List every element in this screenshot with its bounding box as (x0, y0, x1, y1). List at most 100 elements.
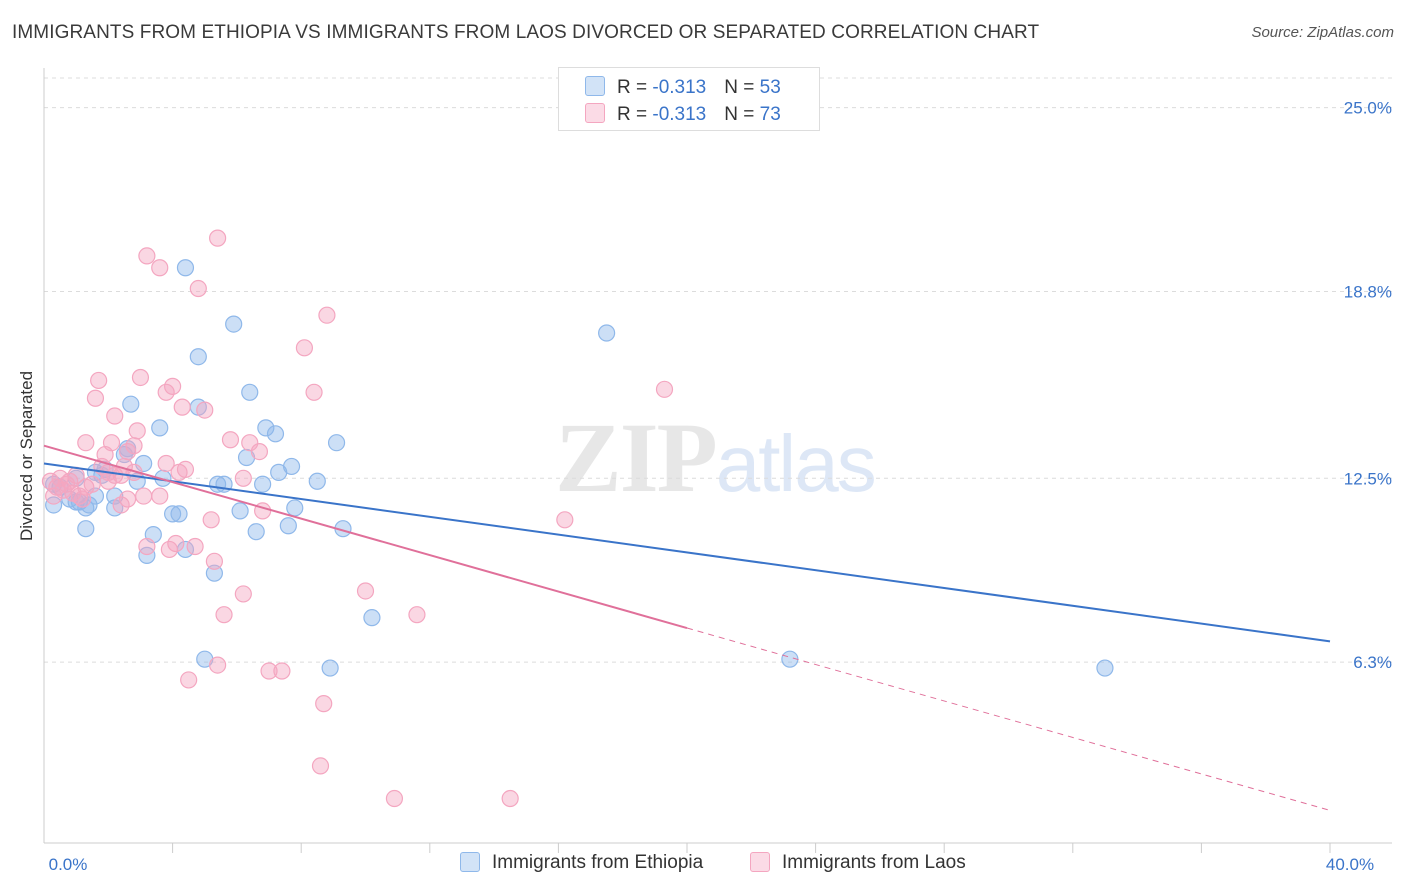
x-tick-label: 0.0% (49, 855, 88, 874)
laos-point (167, 534, 185, 553)
laos-point (102, 434, 121, 452)
laos-point (189, 279, 207, 298)
watermark-atlas: atlas (715, 419, 877, 508)
laos-point (250, 443, 269, 461)
chart-source: Source: ZipAtlas.com (1251, 24, 1394, 41)
laos-point (295, 339, 314, 357)
ethiopia-point (151, 419, 169, 437)
laos-point (157, 454, 175, 473)
laos-point (90, 371, 108, 390)
legend-swatch-ethiopia (585, 76, 605, 96)
y-tick-label: 12.5% (1344, 469, 1392, 488)
laos-point (273, 662, 291, 680)
ethiopia-point (189, 348, 207, 366)
laos-point (106, 407, 124, 425)
laos-point (138, 247, 156, 265)
ethiopia-point (106, 487, 124, 505)
ethiopia-point (363, 609, 381, 627)
laos-point (209, 229, 227, 247)
laos-point (112, 496, 130, 514)
laos-point (125, 437, 143, 455)
ethiopia-point (164, 505, 182, 523)
ethiopia-point (231, 502, 249, 520)
laos-point (305, 383, 323, 401)
laos-point (118, 490, 137, 508)
legend-r-label: R = (617, 104, 653, 125)
laos-point (164, 377, 182, 395)
bottom-legend-laos: Immigrants from Laos (750, 852, 966, 874)
laos-point (408, 606, 426, 624)
laos-point (196, 401, 214, 419)
ethiopia-point (308, 472, 326, 490)
laos-point (385, 789, 404, 808)
ethiopia-point (1096, 659, 1114, 677)
laos-point (138, 537, 156, 556)
laos-point (221, 431, 240, 449)
correlation-legend: R = -0.313 N = 53 R = -0.313 N = 73 (558, 67, 820, 131)
ethiopia-point (286, 499, 304, 517)
ethiopia-point (176, 259, 195, 277)
laos-point (356, 582, 375, 600)
laos-point (160, 540, 178, 559)
laos-point (215, 606, 233, 624)
x-tick-label: 40.0% (1326, 855, 1374, 874)
watermark: ZIPatlas (555, 400, 877, 515)
laos-point (260, 662, 278, 680)
laos-point (186, 537, 204, 556)
laos-point (83, 475, 101, 493)
laos-point (151, 487, 169, 505)
bottom-legend-swatch-ethiopia (460, 852, 480, 872)
chart-title: IMMIGRANTS FROM ETHIOPIA VS IMMIGRANTS F… (12, 22, 1040, 43)
laos-point (234, 469, 252, 487)
y-tick-label: 6.3% (1353, 653, 1392, 672)
ethiopia-point (282, 457, 301, 476)
ethiopia-point (138, 546, 156, 564)
legend-row-laos: R = -0.313 N = 73 (585, 103, 781, 126)
laos-point (501, 789, 519, 808)
laos-point (556, 511, 574, 529)
legend-n-value: 53 (759, 77, 781, 98)
laos-point (234, 585, 252, 603)
laos-point (205, 552, 223, 570)
laos-trend-line (43, 444, 688, 629)
laos-point (131, 368, 150, 387)
laos-point (202, 511, 220, 529)
legend-r-value: -0.313 (652, 77, 707, 98)
laos-point (128, 422, 146, 440)
laos-point (118, 443, 137, 461)
laos-trend-line-dashed (686, 627, 1331, 811)
ethiopia-point (225, 315, 243, 333)
laos-point (70, 487, 88, 505)
laos-point (86, 389, 105, 407)
ethiopia-point (266, 425, 285, 443)
ethiopia-point (598, 324, 616, 342)
laos-point (655, 380, 674, 398)
bottom-legend-label-ethiopia: Immigrants from Ethiopia (492, 852, 704, 873)
y-tick-label: 18.8% (1344, 282, 1392, 301)
laos-point (45, 487, 63, 505)
legend-r-label: R = (617, 77, 653, 98)
laos-point (180, 671, 198, 689)
ethiopia-point (170, 505, 188, 523)
ethiopia-point (254, 475, 272, 493)
ethiopia-point (77, 520, 95, 538)
legend-n-value: 73 (759, 104, 781, 125)
ethiopia-point (70, 493, 88, 511)
bottom-legend-swatch-laos (750, 852, 770, 872)
ethiopia-point (257, 419, 275, 437)
y-tick-label: 25.0% (1344, 99, 1392, 118)
legend-n-label: N = (724, 77, 760, 98)
ethiopia-point (45, 496, 63, 514)
legend-n-label: N = (724, 104, 760, 125)
ethiopia-point (241, 383, 259, 401)
laos-point (157, 383, 175, 401)
laos-point (135, 487, 153, 505)
laos-point (209, 656, 227, 674)
legend-swatch-laos (585, 103, 605, 123)
bottom-legend-ethiopia: Immigrants from Ethiopia (460, 852, 703, 874)
laos-point (311, 757, 330, 775)
laos-point (318, 306, 336, 324)
laos-point (173, 398, 191, 416)
ethiopia-point (321, 659, 339, 677)
